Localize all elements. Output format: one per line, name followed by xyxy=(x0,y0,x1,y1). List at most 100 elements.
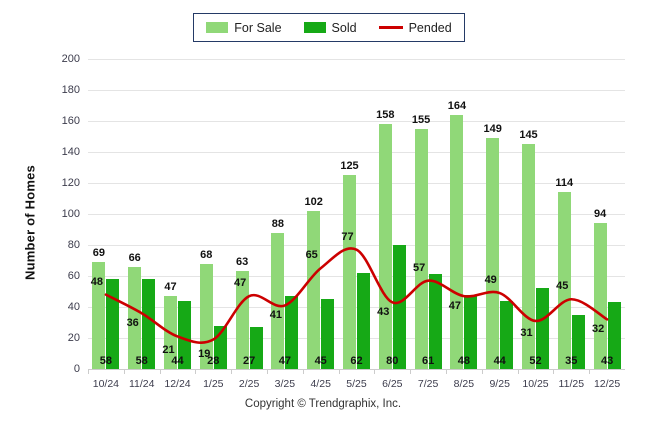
legend-label: For Sale xyxy=(234,20,282,35)
value-label-for-sale: 149 xyxy=(483,123,502,136)
value-label-sold: 52 xyxy=(529,355,542,367)
x-axis-tick-label: 12/25 xyxy=(593,378,621,390)
bar-for-sale[interactable] xyxy=(307,210,321,369)
legend-item-for-sale[interactable]: For Sale xyxy=(206,20,282,35)
value-label-pended: 32 xyxy=(591,323,605,336)
bar-for-sale[interactable] xyxy=(414,128,428,369)
y-axis-tick-label: 140 xyxy=(61,146,80,158)
value-label-sold: 43 xyxy=(600,355,614,367)
x-axis-tick-mark xyxy=(302,369,304,374)
bar-for-sale[interactable] xyxy=(593,223,607,369)
value-label-sold: 47 xyxy=(278,355,292,367)
y-axis-tick-label: 180 xyxy=(61,84,80,96)
gridline xyxy=(88,214,625,215)
value-label-pended: 77 xyxy=(341,230,354,243)
y-axis-tick-label: 160 xyxy=(61,115,80,127)
bar-for-sale[interactable] xyxy=(486,138,500,369)
y-axis-title: Number of Homes xyxy=(22,165,38,280)
value-label-sold: 44 xyxy=(171,355,184,367)
value-label-pended: 48 xyxy=(90,275,104,288)
legend-item-sold[interactable]: Sold xyxy=(303,20,357,35)
value-label-for-sale: 88 xyxy=(271,217,285,230)
value-label-pended: 45 xyxy=(556,280,569,293)
x-axis-tick-label: 3/25 xyxy=(274,378,296,390)
value-label-sold: 62 xyxy=(350,355,363,367)
gridline xyxy=(88,121,625,122)
value-label-for-sale: 164 xyxy=(447,99,467,112)
gridline xyxy=(88,90,625,91)
bar-for-sale[interactable] xyxy=(450,114,464,369)
value-label-sold: 48 xyxy=(457,355,471,367)
x-axis-tick-mark xyxy=(88,369,89,374)
value-label-for-sale: 68 xyxy=(200,248,213,261)
value-label-pended: 65 xyxy=(305,249,318,262)
x-axis-tick-label: 7/25 xyxy=(417,378,439,390)
value-label-sold: 27 xyxy=(242,355,256,367)
value-label-sold: 58 xyxy=(99,355,113,367)
x-axis-tick-label: 11/24 xyxy=(128,378,155,390)
value-label-for-sale: 158 xyxy=(376,109,395,122)
bar-for-sale[interactable] xyxy=(378,124,392,369)
x-axis-tick-label: 11/25 xyxy=(558,378,585,390)
gridline xyxy=(88,152,625,153)
y-axis-tick-label: 120 xyxy=(61,177,80,189)
x-axis-tick-label: 5/25 xyxy=(346,378,367,390)
value-label-pended: 31 xyxy=(520,326,533,339)
x-axis-tick-label: 2/25 xyxy=(238,378,260,390)
x-axis-tick-label: 1/25 xyxy=(203,378,224,390)
gridline xyxy=(88,183,625,184)
value-label-pended: 41 xyxy=(269,309,283,322)
x-axis-tick-label: 6/25 xyxy=(382,378,403,390)
value-label-pended: 57 xyxy=(412,261,426,274)
x-axis-tick-label: 8/25 xyxy=(453,378,475,390)
y-axis-tick-label: 40 xyxy=(67,301,80,313)
y-axis-tick-label: 200 xyxy=(61,53,80,65)
x-axis-tick-mark xyxy=(481,369,483,374)
value-label-pended: 21 xyxy=(162,344,175,357)
bar-sold[interactable] xyxy=(392,245,406,369)
value-label-sold: 44 xyxy=(493,355,506,367)
bar-for-sale[interactable] xyxy=(271,232,285,369)
legend-label: Sold xyxy=(331,20,357,35)
x-axis-tick-mark xyxy=(589,369,591,374)
value-label-for-sale: 102 xyxy=(304,195,323,208)
x-axis-tick-mark xyxy=(195,369,197,374)
y-axis-tick-label: 0 xyxy=(73,363,80,375)
gridline xyxy=(88,245,625,246)
value-label-pended: 19 xyxy=(198,347,211,360)
x-axis-tick-label: 12/24 xyxy=(164,378,191,390)
value-label-for-sale: 47 xyxy=(164,281,177,294)
value-label-sold: 61 xyxy=(421,355,435,367)
value-label-sold: 80 xyxy=(386,355,399,367)
value-label-sold: 58 xyxy=(135,355,148,367)
bar-for-sale[interactable] xyxy=(92,262,106,369)
line-swatch-icon xyxy=(378,26,403,29)
bar-sold[interactable] xyxy=(607,302,621,369)
x-axis-tick-mark xyxy=(231,369,233,374)
value-label-sold: 35 xyxy=(565,355,578,367)
square-swatch-icon xyxy=(206,22,229,33)
value-label-for-sale: 125 xyxy=(340,160,359,173)
x-axis-tick-mark xyxy=(446,369,447,374)
value-label-for-sale: 94 xyxy=(593,208,607,221)
value-label-sold: 28 xyxy=(207,355,220,367)
x-axis-tick-mark xyxy=(517,369,519,374)
legend-item-pended[interactable]: Pended xyxy=(378,21,452,35)
value-label-pended: 47 xyxy=(448,300,462,313)
chart-legend: For Sale Sold Pended xyxy=(193,13,465,42)
x-axis-tick-label: 10/25 xyxy=(522,378,549,390)
bar-for-sale[interactable] xyxy=(343,175,356,369)
x-axis-tick-mark xyxy=(374,369,376,374)
y-axis-tick-label: 100 xyxy=(61,208,80,220)
y-axis-tick-label: 60 xyxy=(67,270,80,282)
x-axis-tick-mark xyxy=(338,369,340,374)
value-label-for-sale: 69 xyxy=(92,247,106,260)
gridline xyxy=(88,59,625,60)
square-swatch-icon xyxy=(303,22,326,33)
value-label-pended: 36 xyxy=(126,317,139,330)
x-axis-tick-mark xyxy=(553,369,555,374)
value-label-for-sale: 155 xyxy=(411,113,431,126)
value-label-sold: 45 xyxy=(314,355,327,367)
value-label-for-sale: 145 xyxy=(519,129,538,142)
